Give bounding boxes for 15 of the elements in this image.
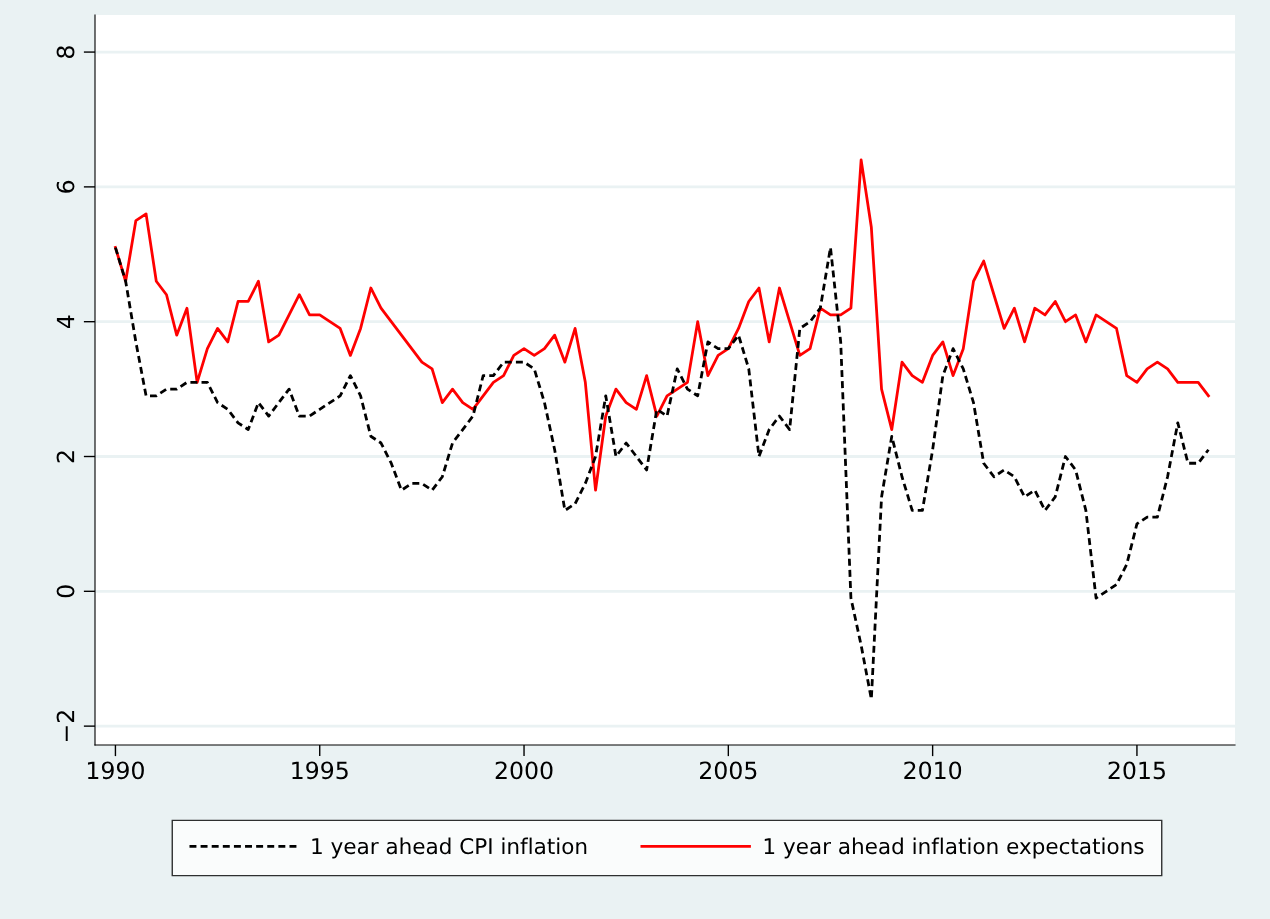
y-tick-label: 2 xyxy=(56,451,75,463)
y-tick-label: 8 xyxy=(56,46,75,58)
y-tick-label: 6 xyxy=(56,180,75,193)
y-tick-label: 0 xyxy=(56,585,75,598)
x-tick-label: 2015 xyxy=(1108,761,1165,780)
x-tick-label: 1990 xyxy=(87,761,144,780)
legend-label: 1 year ahead CPI inflation xyxy=(312,837,587,859)
y-tick-label: −2 xyxy=(56,711,75,742)
x-tick-label: 1995 xyxy=(292,761,348,780)
y-tick-label: 4 xyxy=(56,315,75,329)
legend-label: 1 year ahead inflation expectations xyxy=(764,837,1144,859)
x-tick-label: 2000 xyxy=(495,761,553,780)
x-tick-label: 2005 xyxy=(700,761,757,780)
x-tick-label: 2010 xyxy=(904,761,962,780)
line-series xyxy=(114,158,1210,492)
